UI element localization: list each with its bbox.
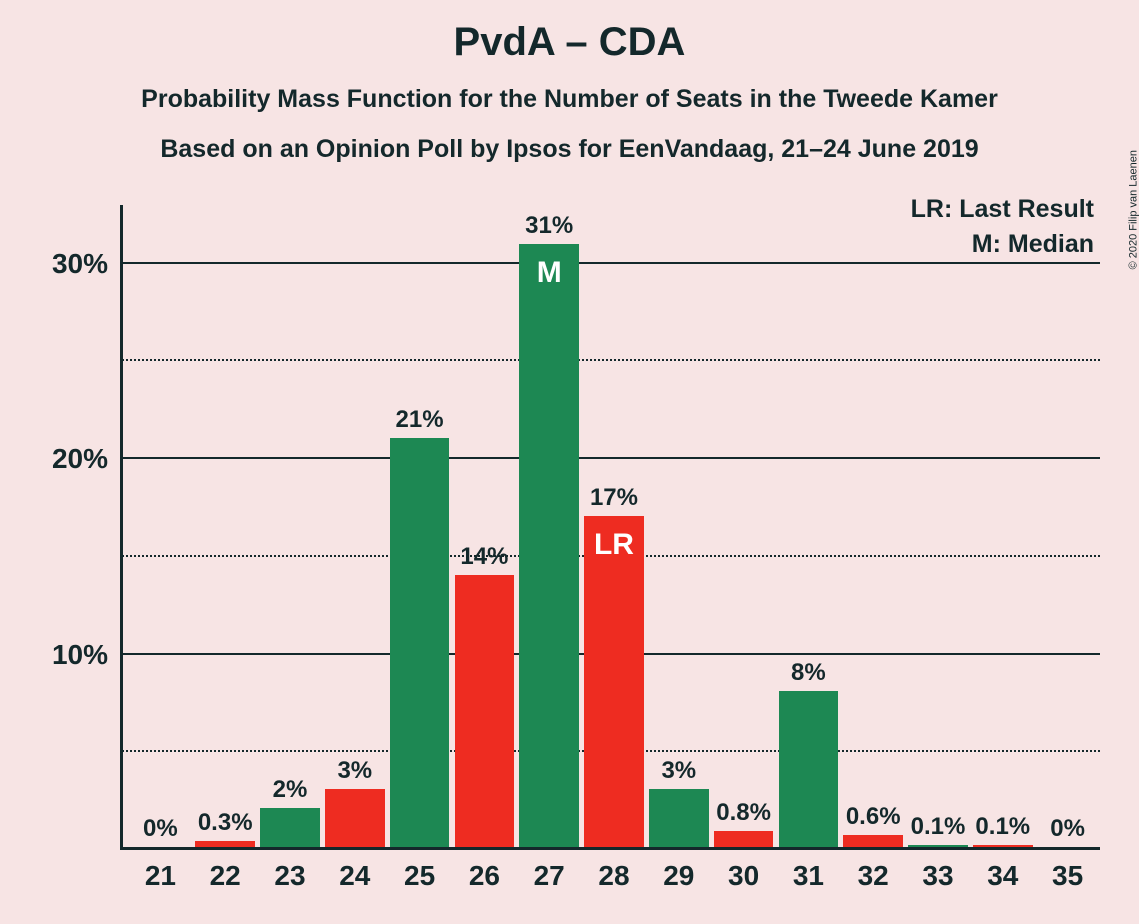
x-tick-label: 28 — [598, 860, 629, 892]
bar-value-label: 0% — [1050, 815, 1085, 843]
chart-subtitle-2: Based on an Opinion Poll by Ipsos for Ee… — [0, 135, 1139, 164]
bar-slot: 31% M — [517, 205, 582, 847]
bar: 8% — [779, 691, 839, 847]
bar-marker: M — [537, 256, 562, 290]
bar-slot: 0% — [128, 205, 193, 847]
pmf-bar-chart: LR: Last Result M: Median 0%0.3%2%3%21%1… — [120, 205, 1100, 850]
x-tick-label: 31 — [793, 860, 824, 892]
bar: 14% — [455, 575, 515, 847]
x-axis — [120, 847, 1100, 850]
bar-value-label: 3% — [337, 757, 372, 785]
bar: 0.6% — [843, 835, 903, 847]
bar-value-label: 17% — [590, 484, 638, 512]
bar-slot: 21% — [387, 205, 452, 847]
bar-slot: 0.8% — [711, 205, 776, 847]
bar-slot: 0.3% — [193, 205, 258, 847]
x-tick-label: 24 — [339, 860, 370, 892]
copyright-text: © 2020 Filip van Laenen — [1127, 150, 1139, 269]
y-tick-label: 20% — [52, 443, 108, 475]
x-tick-label: 35 — [1052, 860, 1083, 892]
bar-slot: 17% LR — [582, 205, 647, 847]
y-axis — [120, 205, 123, 850]
x-tick-label: 25 — [404, 860, 435, 892]
bar: 17%LR — [584, 516, 644, 847]
bar-value-label: 0.8% — [716, 799, 771, 827]
x-tick-label: 29 — [663, 860, 694, 892]
bar-slot: 0.1% — [970, 205, 1035, 847]
bar-value-label: 2% — [273, 776, 308, 804]
bar-value-label: 21% — [396, 406, 444, 434]
y-tick-label: 10% — [52, 639, 108, 671]
bar-slot: 0.1% — [906, 205, 971, 847]
bar-value-label: 31% — [525, 212, 573, 240]
bar: 31%M — [519, 244, 579, 847]
x-tick-label: 30 — [728, 860, 759, 892]
bar-value-label: 0.6% — [846, 803, 901, 831]
bar-slot: 0% — [1035, 205, 1100, 847]
bar: 3% — [649, 789, 709, 847]
chart-subtitle-1: Probability Mass Function for the Number… — [0, 85, 1139, 114]
bar-slot: 0.6% — [841, 205, 906, 847]
bar-value-label: 3% — [661, 757, 696, 785]
y-tick-label: 30% — [52, 248, 108, 280]
bar-value-label: 14% — [460, 543, 508, 571]
x-tick-label: 34 — [987, 860, 1018, 892]
x-tick-label: 23 — [274, 860, 305, 892]
bar-value-label: 0.1% — [911, 813, 966, 841]
bar: 2% — [260, 808, 320, 847]
bar-value-label: 0.1% — [975, 813, 1030, 841]
chart-title: PvdA – CDA — [0, 20, 1139, 65]
bar-marker: LR — [594, 528, 634, 562]
bar-value-label: 0.3% — [198, 809, 253, 837]
bar-slot: 14% — [452, 205, 517, 847]
x-tick-label: 27 — [534, 860, 565, 892]
x-tick-label: 21 — [145, 860, 176, 892]
x-tick-label: 22 — [210, 860, 241, 892]
bar-slot: 3% — [322, 205, 387, 847]
x-tick-label: 32 — [858, 860, 889, 892]
bar-slot: 3% — [646, 205, 711, 847]
x-tick-label: 26 — [469, 860, 500, 892]
bar: 0.8% — [714, 831, 774, 847]
bar: 3% — [325, 789, 385, 847]
bar: 21% — [390, 438, 450, 847]
x-tick-label: 33 — [922, 860, 953, 892]
bar-value-label: 8% — [791, 659, 826, 687]
bar-slot: 2% — [258, 205, 323, 847]
bar-value-label: 0% — [143, 815, 178, 843]
bar-slot: 8% — [776, 205, 841, 847]
